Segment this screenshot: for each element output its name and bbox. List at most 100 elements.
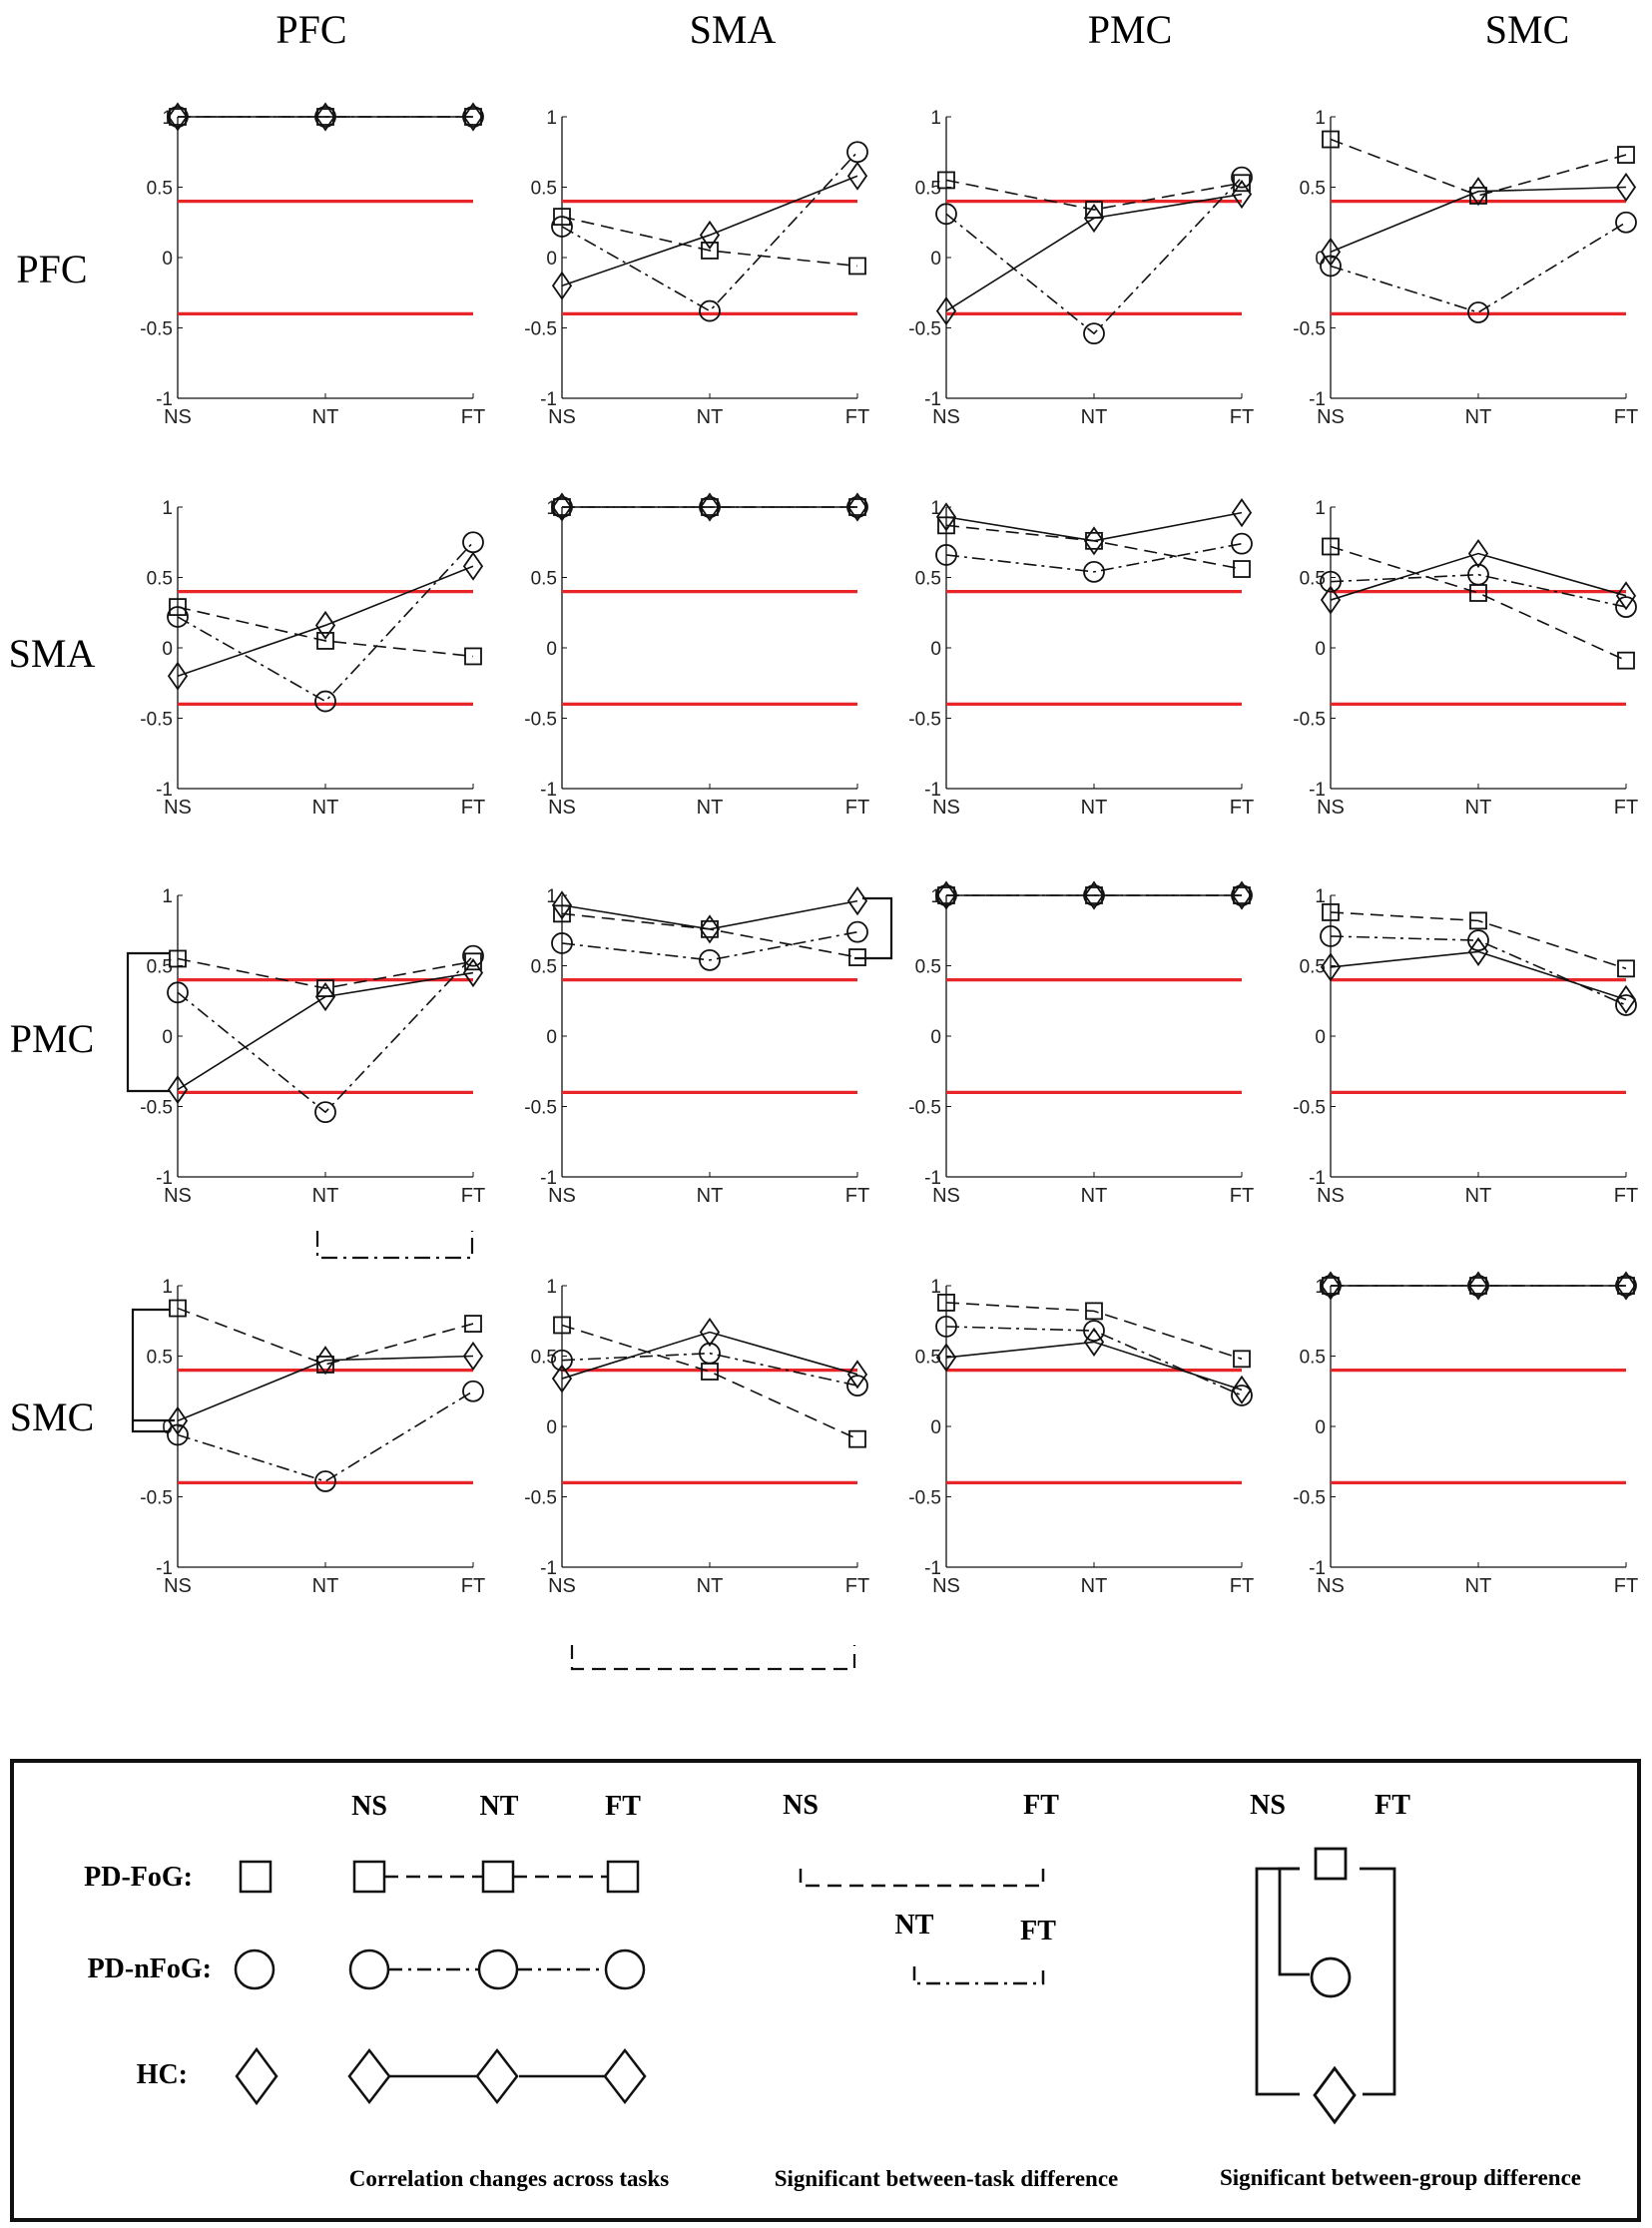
- y-tick-label: -0.5: [908, 319, 941, 340]
- y-tick-label: 0: [930, 249, 941, 270]
- data-point-pd-nfog: [167, 1423, 189, 1446]
- x-tick-label: NT: [697, 797, 724, 819]
- data-point-pd-fog: [1233, 560, 1251, 578]
- x-tick-label: NT: [1081, 406, 1108, 428]
- y-tick-label: 0.5: [1300, 569, 1326, 590]
- legend-label-pd-fog: PD-FoG:: [84, 1862, 193, 1893]
- series-line-hc: [945, 511, 1243, 542]
- x-tick-label: FT: [845, 1185, 869, 1207]
- data-point-hc: [314, 610, 336, 641]
- y-tick-label: 0: [162, 1417, 173, 1438]
- data-point-pd-nfog: [1231, 166, 1253, 189]
- data-point-pd-fog: [1085, 201, 1103, 219]
- data-point-hc: [462, 551, 484, 581]
- legend-hc-diamond-ft: [603, 2047, 647, 2105]
- series-line-pd-nfog: [177, 955, 474, 1114]
- legend-box: [10, 1759, 1641, 2222]
- data-point-hc: [1231, 179, 1253, 210]
- y-tick-label: 0: [162, 249, 173, 270]
- series-line-pd-fog: [945, 179, 1243, 211]
- y-tick-label: -0.5: [524, 1488, 557, 1509]
- series-line-hc: [1330, 552, 1627, 601]
- y-tick-label: 0: [546, 1027, 557, 1048]
- y-tick-label: -0.5: [908, 1488, 941, 1509]
- y-tick-label: -1: [924, 1558, 941, 1579]
- panel-pfc-pmc: -1 -0.5 0 0.5 1 NS NT FT: [908, 108, 1254, 428]
- x-tick-label: FT: [1230, 1575, 1254, 1597]
- data-point-hc: [1083, 1327, 1105, 1357]
- x-tick-label: NT: [697, 1575, 724, 1597]
- panel-grid: -1 -0.5 0 0.5 1 NS NT FT -1 -0.5 0 0.5 1 NS NT FT -1 -0.5…: [140, 102, 1638, 1597]
- x-tick-label: FT: [1614, 797, 1638, 819]
- y-tick-label: 0.5: [531, 1348, 557, 1369]
- data-point-pd-fog: [169, 1299, 187, 1318]
- data-point-pd-fog: [701, 242, 719, 260]
- y-tick-label: -1: [540, 1168, 557, 1189]
- x-tick-label: NS: [1317, 406, 1345, 428]
- data-point-hc: [1467, 936, 1489, 966]
- x-tick-label: FT: [1230, 406, 1254, 428]
- data-point-hc: [1467, 177, 1489, 207]
- data-point-hc: [699, 492, 721, 522]
- x-tick-label: NT: [1465, 1185, 1492, 1207]
- data-point-hc: [1083, 526, 1105, 556]
- y-tick-label: 0: [546, 639, 557, 660]
- y-tick-label: -1: [1309, 1558, 1326, 1579]
- y-tick-label: 1: [162, 886, 173, 907]
- y-tick-label: -1: [540, 1558, 557, 1579]
- y-tick-label: -0.5: [524, 319, 557, 340]
- panel-smc-pmc: -1 -0.5 0 0.5 1 NS NT FT: [908, 1277, 1254, 1597]
- series-line-pd-fog: [1330, 911, 1627, 970]
- data-point-pd-nfog: [167, 981, 189, 1004]
- legend-bt-ft: FT: [1023, 1790, 1059, 1821]
- data-point-pd-fog: [937, 171, 955, 190]
- legend-bt-bracket-nt-ft: [912, 1966, 1045, 1985]
- series-line-pd-fog: [561, 1324, 858, 1440]
- y-tick-label: 1: [930, 108, 941, 129]
- legend-bg-bracket-left-outer: [1255, 1867, 1300, 2096]
- data-point-pd-nfog: [462, 944, 484, 967]
- y-tick-label: 1: [930, 498, 941, 519]
- col-label-smc: SMC: [1485, 7, 1570, 52]
- y-tick-label: 0: [1315, 249, 1326, 270]
- data-point-pd-fog: [553, 904, 571, 923]
- legend-fog-square-nt: [481, 1860, 515, 1894]
- y-tick-label: 0: [1315, 639, 1326, 660]
- data-point-hc: [462, 1341, 484, 1372]
- y-tick-label: 0.5: [531, 179, 557, 200]
- x-tick-label: FT: [1230, 797, 1254, 819]
- x-tick-label: NS: [164, 1185, 192, 1207]
- x-tick-label: NS: [164, 797, 192, 819]
- x-tick-label: FT: [1614, 1185, 1638, 1207]
- x-tick-label: NS: [932, 406, 960, 428]
- data-point-pd-nfog: [699, 948, 721, 971]
- data-point-pd-fog: [464, 1315, 482, 1333]
- x-tick-label: FT: [1614, 406, 1638, 428]
- between-group-bracket-pmc-pfc: [126, 951, 170, 1093]
- data-point-pd-fog: [464, 647, 482, 666]
- data-point-pd-fog: [1322, 903, 1340, 921]
- data-point-hc: [167, 661, 189, 691]
- data-point-pd-nfog: [462, 1380, 484, 1402]
- y-tick-label: -0.5: [140, 1488, 173, 1509]
- series-line-pd-nfog: [1330, 222, 1627, 313]
- col-label-pfc: PFC: [275, 7, 346, 52]
- y-tick-label: 1: [546, 886, 557, 907]
- legend-bg-example: [1255, 1847, 1396, 2125]
- panel-smc-pfc: -1 -0.5 0 0.5 1 NS NT FT: [140, 1277, 485, 1597]
- data-point-pd-fog: [1617, 651, 1635, 670]
- data-point-pd-fog: [316, 632, 334, 650]
- data-point-pd-nfog: [167, 606, 189, 628]
- data-point-pd-fog: [848, 257, 866, 276]
- data-point-hc: [462, 957, 484, 988]
- y-tick-label: -0.5: [524, 1098, 557, 1119]
- legend-markers: [234, 1860, 278, 2106]
- data-point-hc: [167, 102, 189, 132]
- series-line-pd-fog: [177, 606, 474, 658]
- data-point-pd-fog: [1617, 959, 1635, 978]
- x-tick-label: FT: [461, 1185, 485, 1207]
- data-point-pd-nfog: [846, 920, 868, 943]
